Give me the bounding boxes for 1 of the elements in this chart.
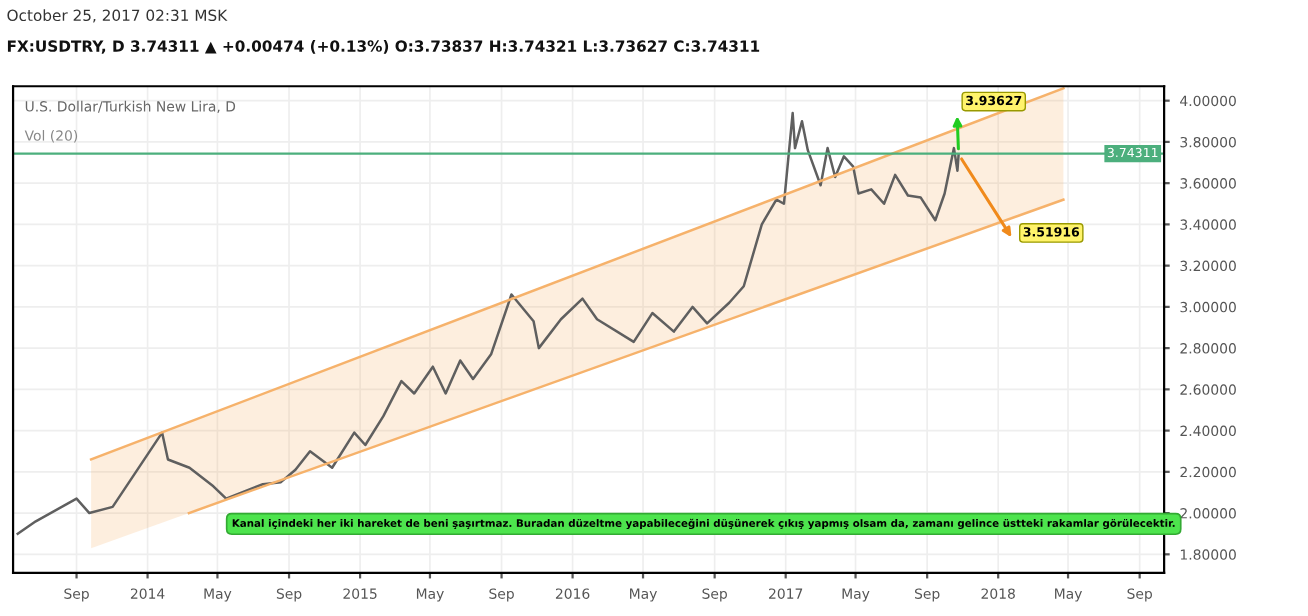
line-series [16,111,960,535]
